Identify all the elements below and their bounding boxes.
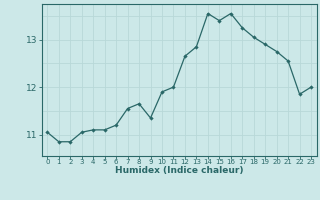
X-axis label: Humidex (Indice chaleur): Humidex (Indice chaleur) [115, 166, 244, 175]
